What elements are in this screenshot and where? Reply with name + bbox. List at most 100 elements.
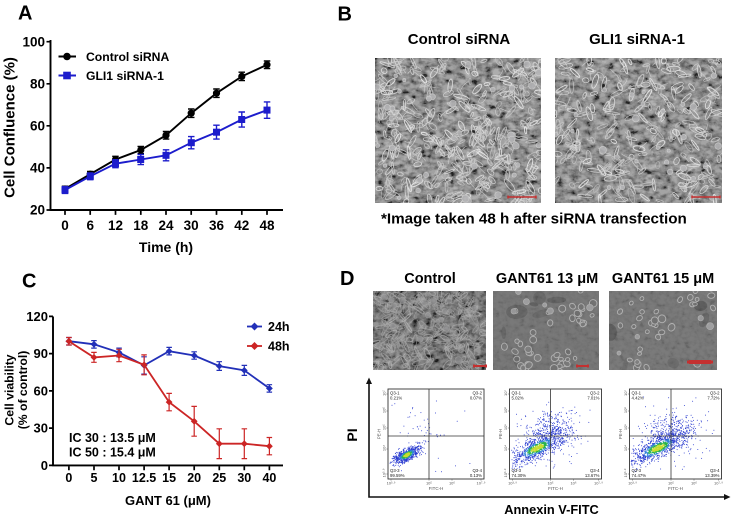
svg-text:20: 20: [187, 471, 201, 485]
svg-text:15: 15: [162, 471, 176, 485]
svg-text:Q3-3: Q3-3: [512, 468, 522, 473]
svg-text:PE-H: PE-H: [618, 429, 623, 439]
svg-text:Q3-3: Q3-3: [632, 468, 642, 473]
svg-text:B: B: [338, 4, 352, 26]
svg-text:18: 18: [133, 218, 149, 233]
svg-text:Q3-4: Q3-4: [590, 468, 600, 473]
svg-text:5: 5: [91, 471, 98, 485]
svg-text:90: 90: [34, 346, 48, 361]
svg-text:74.30%: 74.30%: [512, 473, 527, 478]
svg-text:20: 20: [30, 203, 45, 218]
svg-text:10⁷·⁹: 10⁷·⁹: [477, 481, 486, 486]
svg-text:10⁴: 10⁴: [503, 445, 508, 451]
svg-text:12: 12: [108, 218, 123, 233]
svg-text:100: 100: [22, 34, 45, 49]
svg-text:10³·⁹: 10³·⁹: [503, 468, 508, 477]
svg-text:GANT 61 (μM): GANT 61 (μM): [125, 493, 211, 508]
svg-text:24h: 24h: [268, 320, 290, 334]
svg-text:10³·⁹: 10³·⁹: [387, 481, 396, 486]
svg-text:GLI1 siRNA-1: GLI1 siRNA-1: [86, 69, 164, 83]
svg-text:36: 36: [209, 218, 225, 233]
svg-text:0.21%: 0.21%: [390, 396, 402, 401]
svg-text:Q3-3: Q3-3: [390, 468, 400, 473]
svg-text:10⁴: 10⁴: [623, 445, 628, 451]
svg-text:Q3-2: Q3-2: [590, 391, 600, 396]
svg-text:60: 60: [30, 119, 45, 134]
svg-text:24: 24: [158, 218, 174, 233]
svg-text:10: 10: [112, 471, 126, 485]
svg-text:FITC-H: FITC-H: [548, 486, 563, 491]
svg-text:Q3-1: Q3-1: [632, 391, 642, 396]
svg-text:10⁶: 10⁶: [623, 407, 628, 413]
svg-text:Cell Confluence (%): Cell Confluence (%): [2, 57, 19, 198]
svg-text:Control: Control: [404, 271, 456, 287]
svg-text:7.72%: 7.72%: [707, 396, 719, 401]
svg-text:PI: PI: [344, 428, 360, 441]
svg-text:5.02%: 5.02%: [512, 396, 524, 401]
svg-text:D: D: [340, 268, 354, 290]
svg-text:40: 40: [30, 161, 45, 176]
svg-text:10⁶: 10⁶: [382, 407, 387, 413]
svg-text:10⁶: 10⁶: [449, 481, 455, 486]
svg-text:0: 0: [61, 218, 69, 233]
svg-text:10⁶: 10⁶: [503, 407, 508, 413]
svg-text:Cell viability: Cell viability: [3, 354, 17, 425]
svg-text:Annexin V-FITC: Annexin V-FITC: [504, 502, 599, 517]
svg-text:0.13%: 0.13%: [470, 473, 482, 478]
svg-text:10⁷: 10⁷: [503, 390, 508, 396]
svg-text:IC 30 : 13.5 μM: IC 30 : 13.5 μM: [69, 431, 156, 445]
svg-text:Q3-2: Q3-2: [472, 391, 482, 396]
svg-text:48h: 48h: [268, 340, 290, 354]
svg-text:10⁴: 10⁴: [382, 445, 387, 451]
svg-text:13.39%: 13.39%: [705, 473, 720, 478]
svg-text:30: 30: [184, 218, 199, 233]
svg-text:80: 80: [30, 77, 45, 92]
svg-text:Q3-4: Q3-4: [472, 468, 482, 473]
svg-text:99.59%: 99.59%: [390, 473, 405, 478]
svg-text:10⁷: 10⁷: [382, 390, 387, 396]
svg-text:4.42%: 4.42%: [632, 396, 644, 401]
svg-text:FITC-H: FITC-H: [668, 486, 683, 491]
svg-text:12.5: 12.5: [132, 471, 156, 485]
svg-text:GLI1 siRNA-1: GLI1 siRNA-1: [589, 31, 685, 48]
svg-text:10⁵: 10⁵: [382, 424, 387, 430]
svg-text:10⁷·⁹: 10⁷·⁹: [594, 481, 603, 486]
svg-text:0: 0: [41, 458, 48, 473]
svg-text:FITC-H: FITC-H: [429, 486, 444, 491]
svg-text:Time (h): Time (h): [139, 239, 193, 255]
svg-text:10⁵: 10⁵: [503, 424, 508, 430]
svg-text:10⁵: 10⁵: [623, 424, 628, 430]
svg-text:GANT61 15 μM: GANT61 15 μM: [612, 271, 714, 287]
svg-text:10⁶: 10⁶: [570, 481, 576, 486]
svg-text:10⁵: 10⁵: [426, 481, 432, 486]
svg-text:25: 25: [212, 471, 226, 485]
svg-text:10⁷·⁹: 10⁷·⁹: [714, 481, 723, 486]
svg-text:PE-H: PE-H: [377, 429, 382, 439]
svg-text:30: 30: [34, 421, 48, 436]
svg-text:0.07%: 0.07%: [470, 396, 482, 401]
svg-text:10⁵: 10⁵: [547, 481, 553, 486]
svg-text:60: 60: [34, 383, 48, 398]
svg-text:10⁶: 10⁶: [691, 481, 697, 486]
svg-text:10³·⁹: 10³·⁹: [508, 481, 517, 486]
svg-text:IC 50 : 15.4 μM: IC 50 : 15.4 μM: [69, 446, 156, 460]
svg-text:30: 30: [237, 471, 251, 485]
svg-text:10³·⁹: 10³·⁹: [628, 481, 637, 486]
svg-text:Q3-4: Q3-4: [710, 468, 720, 473]
svg-text:42: 42: [234, 218, 249, 233]
svg-text:PE-H: PE-H: [498, 429, 503, 439]
svg-text:0: 0: [65, 471, 72, 485]
svg-text:Q3-1: Q3-1: [390, 391, 400, 396]
svg-text:48: 48: [259, 218, 275, 233]
svg-text:13.67%: 13.67%: [585, 473, 600, 478]
svg-text:74.47%: 74.47%: [632, 473, 647, 478]
svg-text:10⁷: 10⁷: [623, 390, 628, 396]
svg-text:40: 40: [262, 471, 276, 485]
svg-text:Q3-2: Q3-2: [710, 391, 720, 396]
svg-text:120: 120: [26, 309, 48, 324]
svg-text:GANT61 13 μM: GANT61 13 μM: [496, 271, 598, 287]
svg-text:C: C: [22, 271, 36, 293]
svg-text:(% of control): (% of control): [16, 351, 30, 430]
svg-text:7.01%: 7.01%: [587, 396, 599, 401]
svg-text:10³·⁹: 10³·⁹: [382, 468, 387, 477]
